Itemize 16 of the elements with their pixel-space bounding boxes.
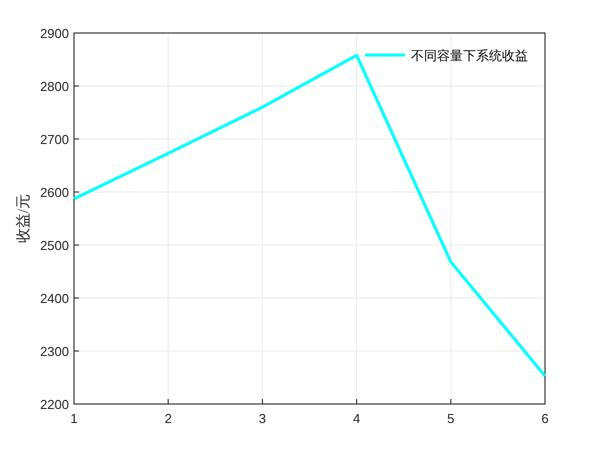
y-tick-label: 2400 — [40, 291, 69, 306]
y-tick-label: 2200 — [40, 397, 69, 412]
x-tick-label: 3 — [258, 411, 266, 426]
x-tick-label: 1 — [70, 411, 78, 426]
y-tick-label: 2800 — [40, 79, 69, 94]
y-tick-label: 2900 — [40, 26, 69, 41]
y-tick-label: 2500 — [40, 238, 69, 253]
x-tick-label: 5 — [447, 411, 454, 426]
y-tick-label: 2600 — [40, 185, 69, 200]
x-tick-label: 2 — [164, 411, 172, 426]
x-tick-label: 4 — [352, 411, 360, 426]
y-tick-label: 2700 — [40, 132, 69, 147]
legend-label: 不同容量下系统收益 — [411, 48, 528, 63]
y-axis-title: 收益/元 — [15, 194, 32, 244]
y-tick-label: 2300 — [40, 344, 69, 359]
x-tick-label: 6 — [541, 411, 549, 426]
